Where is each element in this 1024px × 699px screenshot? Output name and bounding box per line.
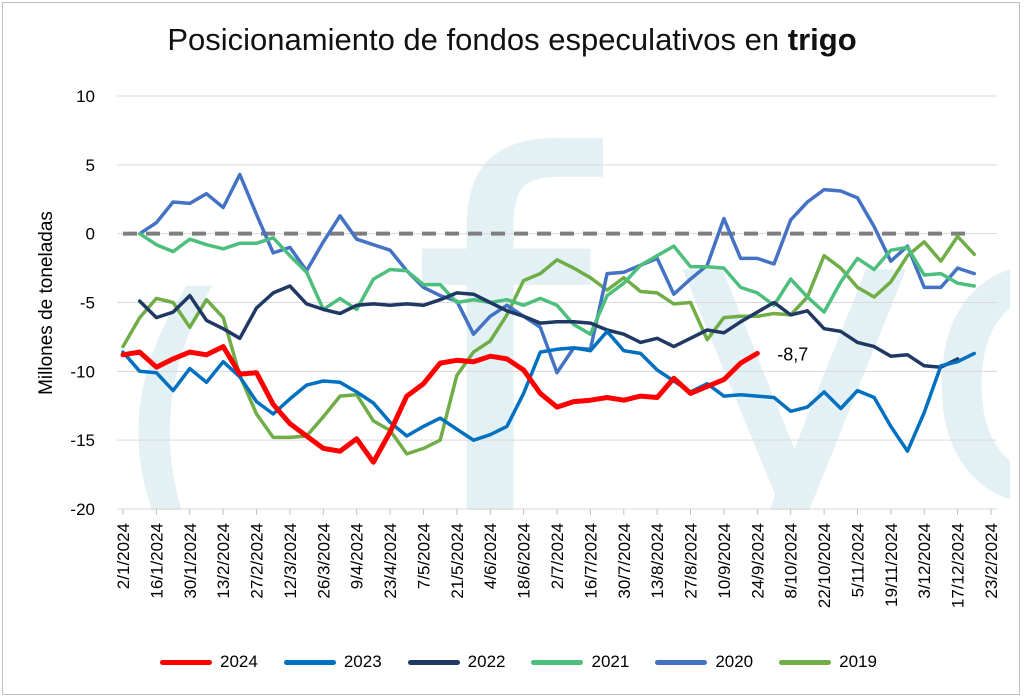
y-tick-label: -10	[70, 362, 95, 381]
x-tick-label: 19/11/2024	[882, 523, 901, 607]
y-tick-label: -15	[70, 431, 95, 450]
legend-item-2020: 2020	[655, 652, 753, 672]
x-tick-label: 2/7/2024	[548, 523, 567, 589]
legend-swatch	[160, 659, 212, 665]
legend-swatch	[407, 659, 460, 665]
grid-lines	[117, 95, 997, 510]
y-tick-label: 0	[86, 225, 95, 244]
legend-swatch	[655, 659, 708, 665]
x-tick-label: 22/10/2024	[815, 523, 834, 608]
x-tick-label: 18/6/2024	[515, 523, 534, 599]
x-tick-label: 2/1/2024	[114, 523, 133, 589]
annotations: -8,7	[777, 344, 808, 364]
y-axis-ticks: 10 5 0 -5 -10 -15 -20	[70, 87, 95, 519]
x-tick-label: 13/8/2024	[648, 523, 667, 599]
legend-label: 2021	[591, 652, 630, 671]
x-tick-label: 13/2/2024	[214, 523, 233, 599]
legend-label: 2023	[343, 652, 382, 671]
x-tick-label: 21/5/2024	[448, 523, 467, 599]
x-axis-ticks: 2/1/2024 16/1/2024 30/1/2024 13/2/2024 27/2/…	[114, 509, 1001, 608]
x-tick-label: 30/1/2024	[181, 523, 200, 599]
chart-title: Posicionamiento de fondos especulativos …	[0, 22, 1024, 58]
x-tick-label: 7/5/2024	[414, 523, 433, 589]
series-line-2021	[137, 231, 977, 336]
legend-item-2022: 2022	[407, 652, 506, 672]
legend-label: 2022	[467, 652, 506, 671]
series-line-2019	[121, 234, 977, 456]
x-tick-label: 27/2/2024	[248, 523, 267, 599]
x-tick-label: 3/12/2024	[915, 523, 934, 599]
series-lines	[120, 172, 977, 465]
legend-swatch	[283, 659, 336, 665]
x-tick-label: 9/4/2024	[348, 523, 367, 589]
x-tick-label: 16/1/2024	[147, 523, 166, 599]
legend-item-2023: 2023	[283, 652, 382, 672]
chart-title-prefix: Posicionamiento de fondos especulativos …	[167, 22, 788, 57]
x-tick-label: 27/8/2024	[682, 523, 701, 599]
legend-swatch	[531, 659, 584, 665]
y-axis-label: Millones de toneladas	[36, 211, 57, 395]
x-tick-label: 17/12/2024	[949, 523, 968, 608]
legend-item-2024: 2024	[160, 652, 258, 672]
legend-item-2019: 2019	[779, 652, 877, 672]
legend-item-2021: 2021	[531, 652, 629, 672]
x-tick-label: 30/7/2024	[615, 523, 634, 599]
x-tick-label: 5/11/2024	[848, 523, 867, 597]
annotation-label: -8,7	[777, 344, 808, 364]
series-line-2020	[137, 172, 977, 375]
series-line-2022	[137, 284, 960, 369]
legend-label: 2019	[839, 652, 877, 671]
legend-label: 2024	[220, 652, 258, 671]
x-tick-label: 10/9/2024	[715, 523, 734, 599]
x-tick-label: 16/7/2024	[581, 523, 600, 599]
y-tick-label: -20	[70, 500, 95, 519]
chart-title-bold: trigo	[787, 22, 857, 57]
y-tick-label: 10	[76, 87, 95, 106]
series-line-2024	[120, 344, 760, 465]
legend-swatch	[779, 659, 832, 665]
x-tick-label: 4/6/2024	[481, 523, 500, 589]
y-tick-label: 5	[86, 156, 95, 175]
y-tick-label: -5	[80, 294, 95, 313]
legend-label: 2020	[715, 652, 754, 671]
x-tick-label: 8/10/2024	[782, 523, 801, 599]
chart-legend: 2024 2023 2022 2021 2020 2019	[160, 648, 880, 676]
x-tick-label: 23/2/2024	[982, 523, 1001, 599]
x-tick-label: 24/9/2024	[748, 523, 767, 599]
x-tick-label: 23/4/2024	[381, 523, 400, 599]
x-tick-label: 26/3/2024	[314, 523, 333, 599]
series-line-2023	[121, 329, 977, 453]
x-tick-label: 12/3/2024	[281, 523, 300, 599]
